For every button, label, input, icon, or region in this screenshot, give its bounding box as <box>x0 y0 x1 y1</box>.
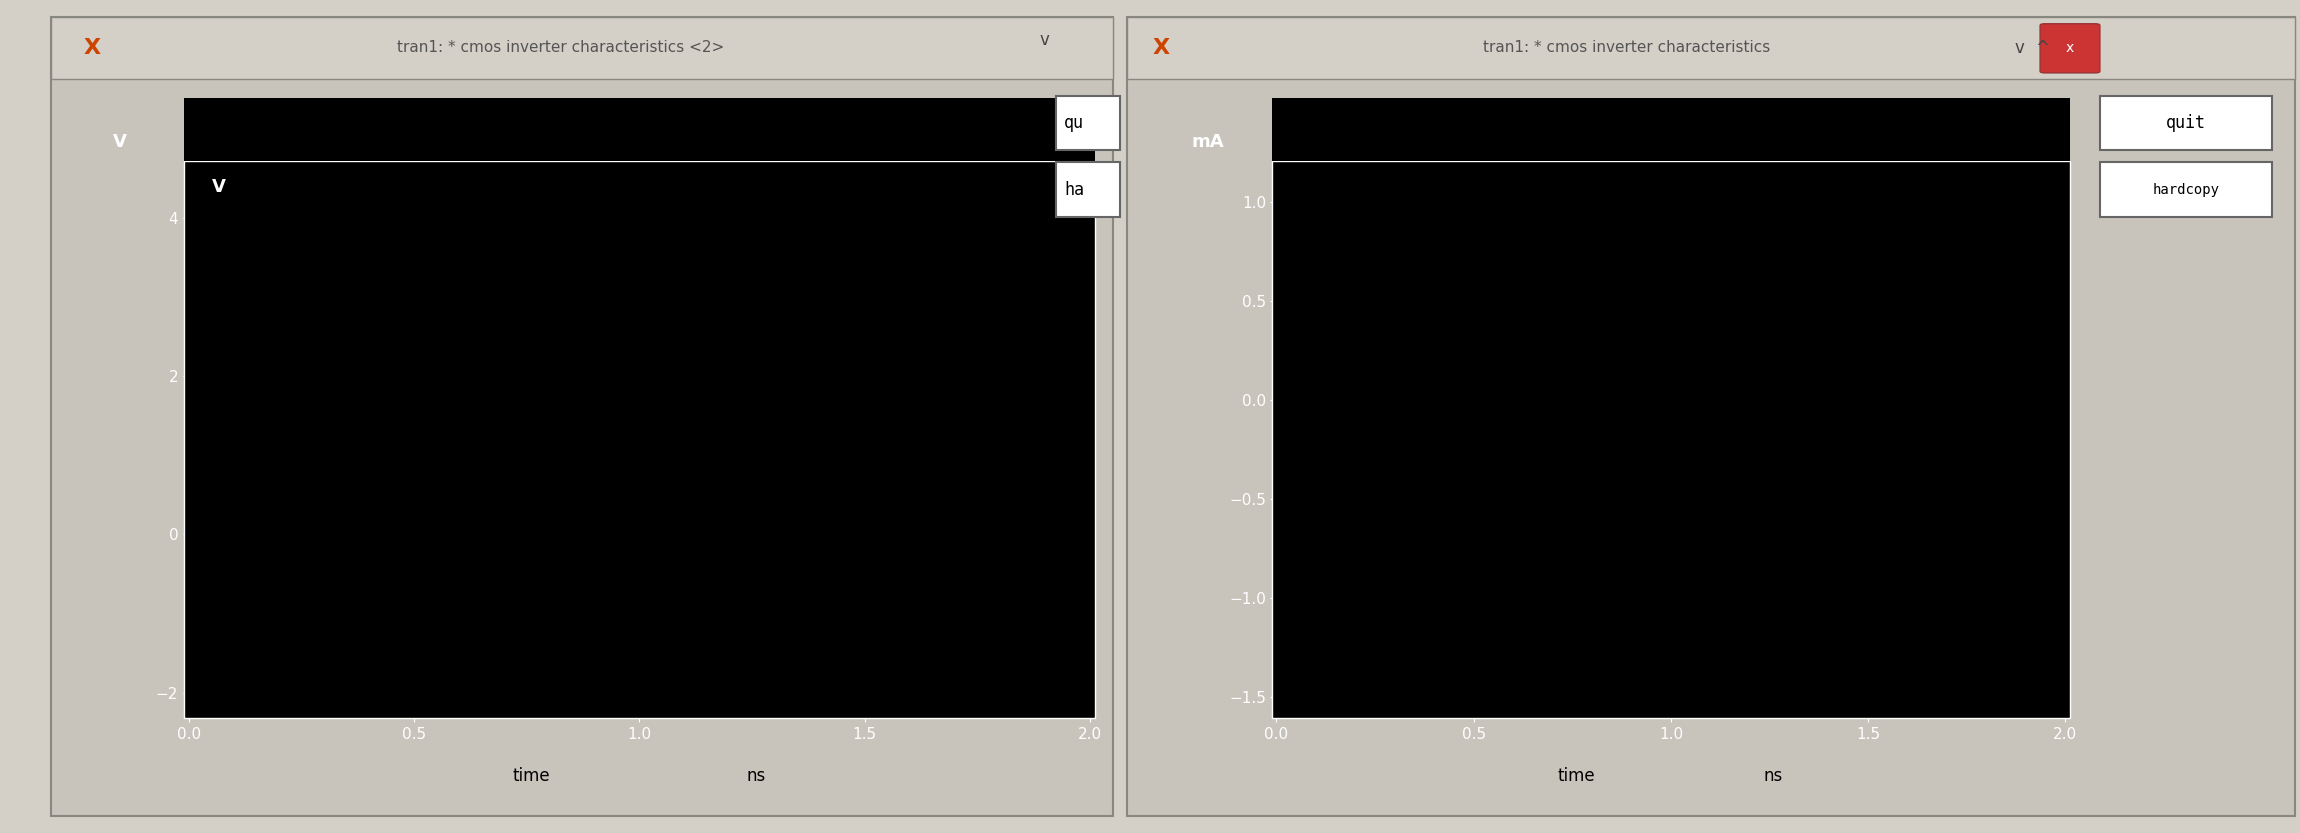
Text: ns: ns <box>1764 767 1783 786</box>
Legend: in, out: in, out <box>198 171 276 225</box>
Text: ^: ^ <box>2036 39 2049 57</box>
Text: time: time <box>513 767 550 786</box>
Text: x: x <box>2065 41 2075 55</box>
Text: X: X <box>1152 37 1171 58</box>
Text: ha: ha <box>1065 181 1083 198</box>
Text: quit: quit <box>2167 114 2206 132</box>
Text: tran1: * cmos inverter characteristics: tran1: * cmos inverter characteristics <box>1484 40 1771 56</box>
Text: v: v <box>1040 31 1049 48</box>
Text: ns: ns <box>748 767 766 786</box>
Text: tran1: * cmos inverter characteristics <2>: tran1: * cmos inverter characteristics <… <box>398 40 724 56</box>
Text: V: V <box>212 178 225 197</box>
Legend: -v_dd#branch: -v_dd#branch <box>1587 171 1755 199</box>
Text: v: v <box>2015 39 2024 57</box>
Text: mA: mA <box>1191 132 1224 151</box>
Text: V: V <box>113 132 126 151</box>
Text: time: time <box>1557 767 1596 786</box>
Text: qu: qu <box>1065 114 1083 132</box>
Text: X: X <box>83 37 101 58</box>
Text: hardcopy: hardcopy <box>2153 182 2220 197</box>
